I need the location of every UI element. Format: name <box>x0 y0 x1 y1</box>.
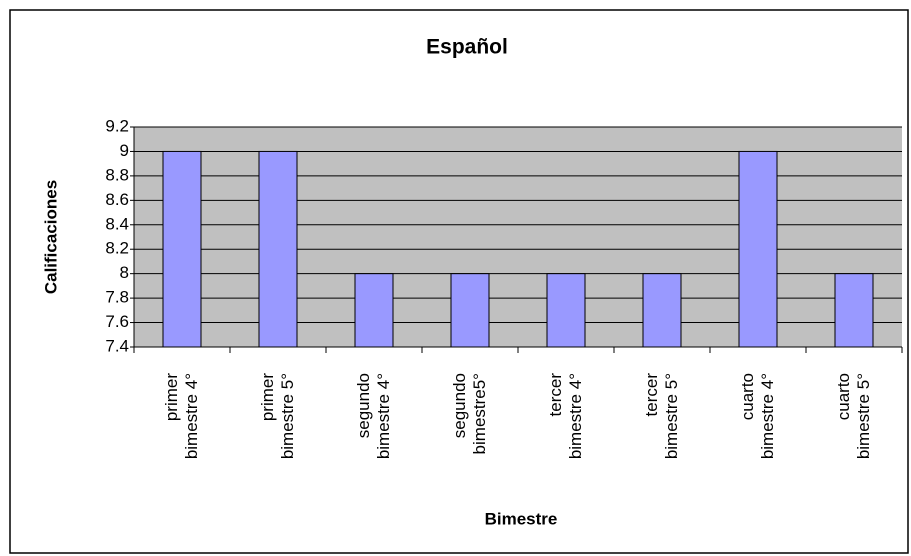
bar <box>354 273 394 348</box>
bar <box>258 150 298 348</box>
bar <box>450 273 490 348</box>
bar <box>162 150 202 348</box>
y-tick-label: 8.8 <box>105 165 129 184</box>
x-tick-label: primerbimestre 5° <box>258 373 297 460</box>
y-tick-label: 8.4 <box>105 214 129 233</box>
x-tick-label: tercerbimestre 4° <box>546 373 585 459</box>
x-tick-label: primerbimestre 4° <box>162 373 201 460</box>
y-tick-label: 7.8 <box>105 288 129 307</box>
y-tick-label: 8 <box>120 263 129 282</box>
y-tick-label: 8.6 <box>105 190 129 209</box>
bar <box>834 273 874 348</box>
x-tick-label: cuartobimestre 4° <box>738 373 777 459</box>
y-tick-label: 8.2 <box>105 239 129 258</box>
x-tick-label: segundobimestre 4° <box>354 373 393 459</box>
x-tick-label: tercerbimestre 5° <box>642 373 681 459</box>
x-tick-label: cuartobimestre 5° <box>834 373 873 459</box>
bar <box>642 273 682 348</box>
bar <box>738 150 778 348</box>
y-tick-label: 7.6 <box>105 312 129 331</box>
y-tick-label: 9 <box>120 141 129 160</box>
y-tick-label: 9.2 <box>105 116 129 135</box>
x-axis-label: Bimestre <box>485 509 558 528</box>
y-axis-label: Calificaciones <box>41 180 60 294</box>
bar <box>546 273 586 348</box>
x-tick-label: segundobimestre5° <box>450 373 489 454</box>
y-tick-label: 7.4 <box>105 336 129 355</box>
plot-area <box>134 127 902 347</box>
chart-title: Español <box>426 36 508 59</box>
